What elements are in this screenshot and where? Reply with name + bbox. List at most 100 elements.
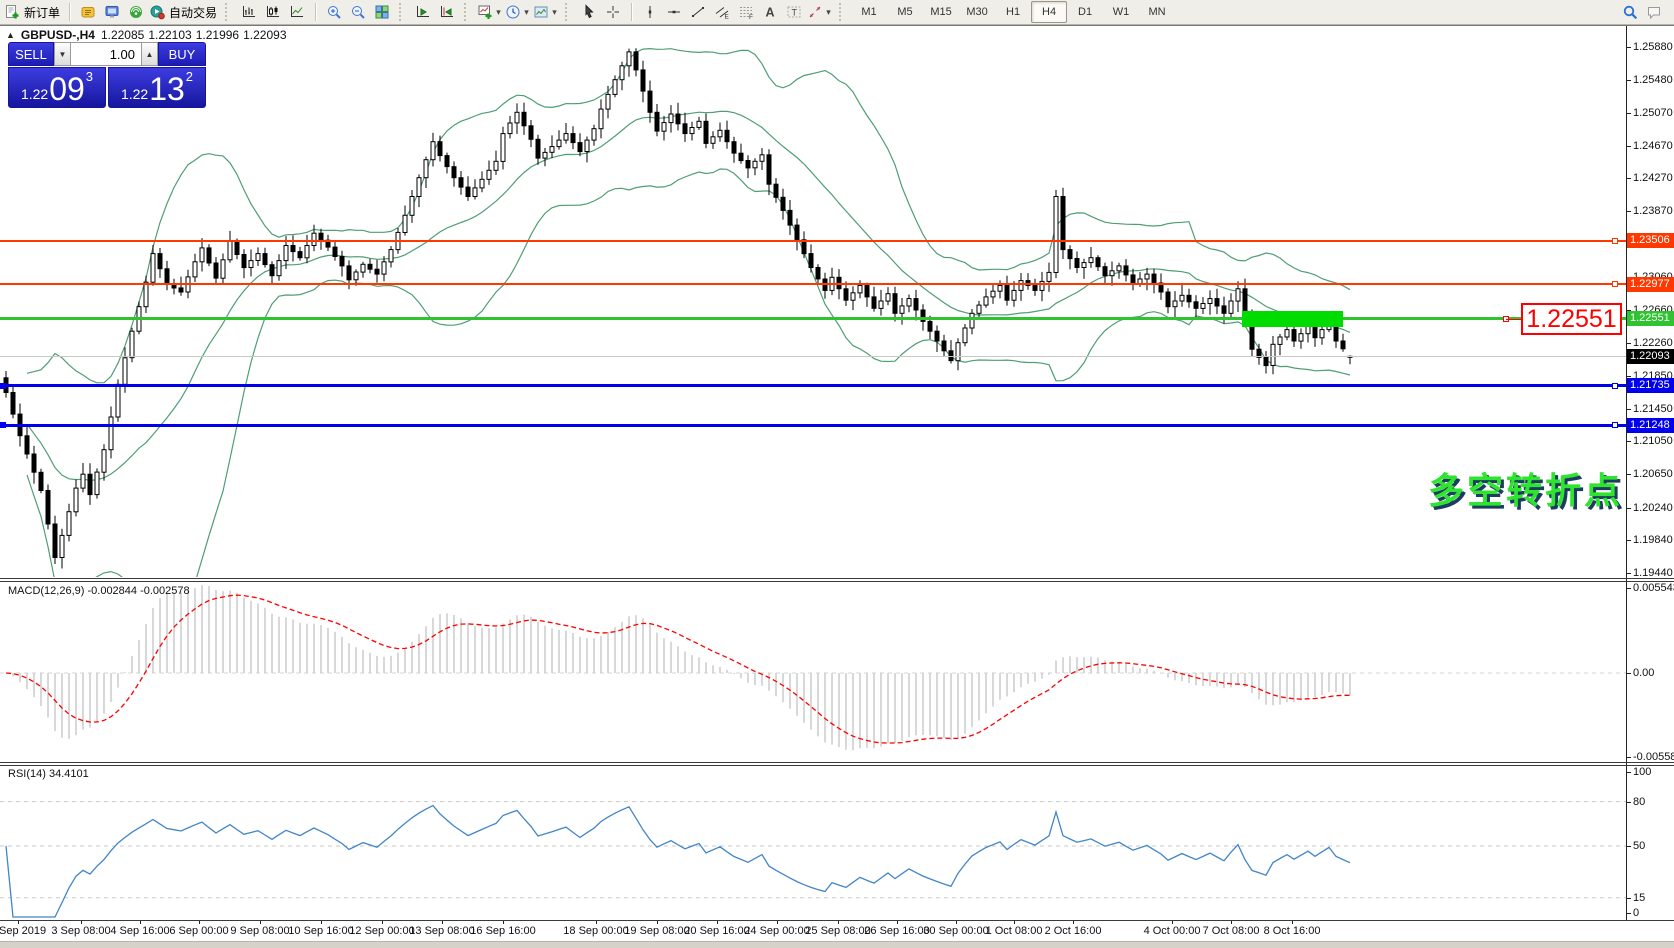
resistance-line-1[interactable] <box>0 240 1626 242</box>
volume-increase-button[interactable]: ▲ <box>141 42 158 66</box>
date-tick <box>897 920 898 924</box>
templates-button[interactable]: ▾ <box>532 1 560 23</box>
timeframe-m5-button[interactable]: M5 <box>897 6 913 18</box>
date-tick <box>1172 920 1173 924</box>
toolbar-grip[interactable] <box>225 3 232 21</box>
annotation-text[interactable]: 多空转折点 <box>1428 470 1624 511</box>
equidistant-channel-icon[interactable]: E <box>710 1 734 23</box>
cursor-icon[interactable] <box>577 1 601 23</box>
terminal-icon[interactable] <box>100 1 124 23</box>
autotrading-button[interactable]: 自动交易 <box>148 1 220 23</box>
panel-splitter[interactable] <box>0 581 1674 582</box>
date-tick <box>199 920 200 924</box>
horizontal-line-icon[interactable] <box>662 1 686 23</box>
ohlc-close: 1.22093 <box>243 28 287 42</box>
toolbar-separator <box>69 3 71 21</box>
support-line-1-left-anchor[interactable] <box>0 383 6 389</box>
toolbar-grip[interactable] <box>464 3 471 21</box>
date-tick <box>1014 920 1015 924</box>
toolbar-grip[interactable] <box>839 3 846 21</box>
bar-chart-icon[interactable] <box>237 1 261 23</box>
symbol-title: GBPUSD-,H4 <box>20 28 95 42</box>
panel-splitter[interactable] <box>0 762 1674 763</box>
ohlc-open: 1.22085 <box>100 28 145 42</box>
chat-icon[interactable] <box>1642 1 1666 23</box>
metaeditor-icon[interactable] <box>76 1 100 23</box>
highlight-zone-rect[interactable] <box>1242 311 1343 327</box>
search-icon[interactable] <box>1618 1 1642 23</box>
line-chart-icon[interactable] <box>285 1 309 23</box>
volume-input[interactable]: 1.00 <box>71 42 141 66</box>
toolbar-separator <box>631 3 633 21</box>
one-click-trading-panel: SELL ▼ 1.00 ▲ BUY 1.22 09 3 1.22 13 2 <box>8 42 206 108</box>
timeframe-d1-button[interactable]: D1 <box>1078 6 1093 18</box>
support-line-2-anchor[interactable] <box>1612 422 1618 428</box>
svg-text:F: F <box>749 14 753 20</box>
resistance-line-2[interactable] <box>0 283 1626 285</box>
support-line-1[interactable] <box>0 384 1626 387</box>
arrows-button[interactable]: ▾ <box>806 1 834 23</box>
buy-price-big: 13 <box>149 71 185 107</box>
pivot-line[interactable] <box>0 317 1626 320</box>
svg-text:A: A <box>766 6 775 20</box>
timeframe-toolbar: M1 M5 M15 M30 H1 H4 D1 W1 MN <box>848 0 1178 24</box>
timeframe-mn-button[interactable]: MN <box>1148 6 1166 18</box>
periods-button[interactable]: ▾ <box>504 1 532 23</box>
date-tick <box>956 920 957 924</box>
new-chart-button[interactable]: ▾ <box>476 1 504 23</box>
sell-price-button[interactable]: 1.22 09 3 <box>8 67 106 108</box>
buy-price-button[interactable]: 1.22 13 2 <box>108 67 206 108</box>
timeframe-h1-button[interactable]: H1 <box>1006 6 1021 18</box>
sell-price-base: 1.22 <box>20 86 49 102</box>
date-label: 4 Oct 00:00 <box>1143 925 1201 937</box>
auto-scroll-icon[interactable] <box>411 1 435 23</box>
support-line-1-anchor[interactable] <box>1612 383 1618 389</box>
support-line-2-left-anchor[interactable] <box>0 422 6 428</box>
date-tick <box>1292 920 1293 924</box>
resistance-line-1-anchor[interactable] <box>1612 238 1618 244</box>
panel-splitter[interactable] <box>0 765 1674 766</box>
timeframe-m30-button[interactable]: M30 <box>966 6 988 18</box>
new-order-button[interactable]: 新订单 <box>3 1 63 23</box>
bid-price-line <box>0 356 1626 357</box>
buy-price-pip: 2 <box>185 69 194 84</box>
text-icon[interactable]: A <box>758 1 782 23</box>
buy-price-base: 1.22 <box>120 86 149 102</box>
window-bottom-strip <box>0 941 1674 948</box>
chart-shift-icon[interactable] <box>435 1 459 23</box>
panel-splitter[interactable] <box>0 578 1674 579</box>
one-click-toggle-icon[interactable]: ▲ <box>6 30 15 40</box>
vertical-line-icon[interactable] <box>638 1 662 23</box>
zoom-in-icon[interactable] <box>322 1 346 23</box>
resistance-line-2-anchor[interactable] <box>1612 281 1618 287</box>
buy-button[interactable]: BUY <box>158 42 206 66</box>
date-label: 12 Sep 00:00 <box>349 925 415 937</box>
fibonacci-icon[interactable]: F <box>734 1 758 23</box>
chart-header: ▲ GBPUSD-,H4 1.22085 1.22103 1.21996 1.2… <box>6 28 287 42</box>
timeframe-m15-button[interactable]: M15 <box>930 6 952 18</box>
crosshair-icon[interactable] <box>601 1 625 23</box>
text-label-icon[interactable]: T <box>782 1 806 23</box>
date-label: 20 Sep 16:00 <box>684 925 750 937</box>
toolbar-grip[interactable] <box>565 3 572 21</box>
date-label: 16 Sep 16:00 <box>470 925 536 937</box>
timeframe-h4-button[interactable]: H4 <box>1031 1 1068 23</box>
sell-button[interactable]: SELL <box>8 42 54 66</box>
autotrading-label: 自动交易 <box>169 5 218 20</box>
toolbar-group-orders: 新订单 <box>0 0 66 24</box>
candlestick-chart-icon[interactable] <box>261 1 285 23</box>
support-line-2[interactable] <box>0 424 1626 427</box>
zoom-out-icon[interactable] <box>346 1 370 23</box>
time-axis[interactable]: 2 Sep 2019 3 Sep 08:004 Sep 16:006 Sep 00… <box>0 920 1674 941</box>
toolbar-grip[interactable] <box>399 3 406 21</box>
trend-line-icon[interactable] <box>686 1 710 23</box>
signals-icon[interactable] <box>124 1 148 23</box>
timeframe-m1-button[interactable]: M1 <box>861 6 877 18</box>
timeframe-w1-button[interactable]: W1 <box>1112 6 1130 18</box>
price-callout[interactable]: 1.22551 <box>1521 303 1622 335</box>
tile-windows-icon[interactable] <box>370 1 394 23</box>
date-label: 8 Oct 16:00 <box>1263 925 1321 937</box>
volume-decrease-button[interactable]: ▼ <box>54 42 71 66</box>
